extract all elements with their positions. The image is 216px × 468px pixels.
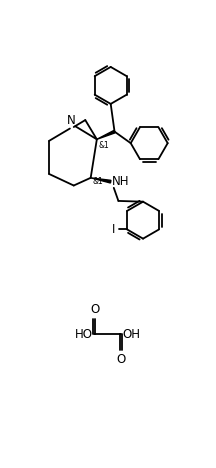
Text: &1: &1	[92, 177, 103, 186]
Text: N: N	[67, 114, 76, 127]
Text: HO: HO	[75, 328, 93, 341]
Text: O: O	[91, 303, 100, 316]
Text: O: O	[116, 352, 125, 366]
Text: OH: OH	[122, 328, 140, 341]
Text: I: I	[112, 223, 116, 236]
Text: &1: &1	[98, 141, 109, 150]
Polygon shape	[91, 178, 111, 183]
Text: NH: NH	[112, 175, 130, 188]
Polygon shape	[97, 131, 115, 139]
